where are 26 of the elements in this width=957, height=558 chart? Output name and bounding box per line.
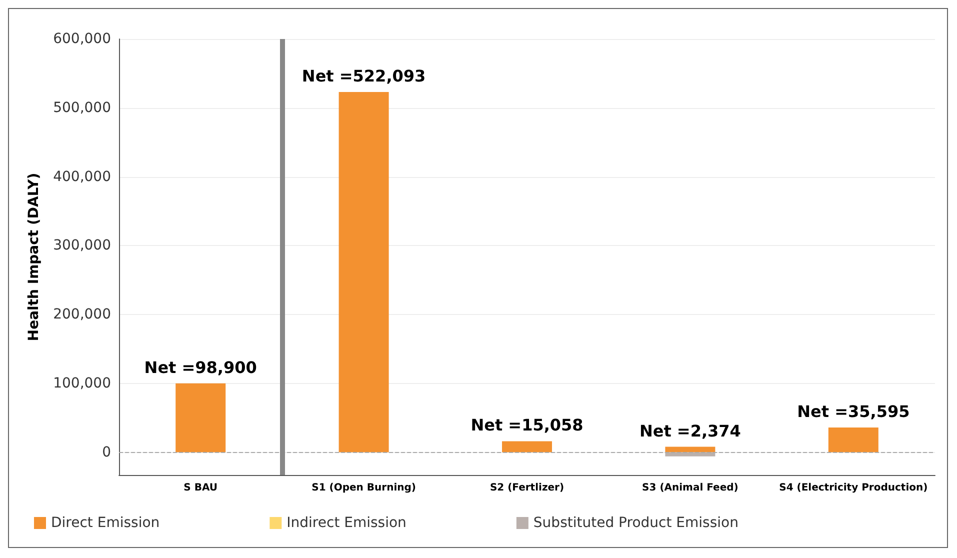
x-tick-label: S1 (Open Burning) bbox=[312, 482, 416, 494]
bar bbox=[176, 383, 226, 452]
x-tick-label: S2 (Fertlizer) bbox=[490, 482, 564, 494]
y-tick-label: 500,000 bbox=[53, 100, 111, 116]
annotation: Net =98,900 bbox=[144, 358, 257, 377]
annotation: Net =2,374 bbox=[639, 421, 741, 440]
y-tick-label: 300,000 bbox=[53, 238, 111, 254]
x-tick-label: S4 (Electricity Production) bbox=[779, 482, 928, 494]
legend-label: Direct Emission bbox=[51, 515, 160, 531]
legend-label: Indirect Emission bbox=[286, 515, 406, 531]
annotation: Net =522,093 bbox=[302, 66, 426, 86]
bar bbox=[338, 92, 389, 452]
y-tick-label: 0 bbox=[102, 444, 111, 460]
legend-label: Substituted Product Emission bbox=[533, 515, 738, 531]
y-axis-title: Health Impact (DALY) bbox=[26, 172, 42, 342]
annotation: Net =35,595 bbox=[797, 402, 910, 421]
annotation: Net =15,058 bbox=[470, 416, 584, 435]
y-tick-label: 400,000 bbox=[53, 168, 111, 185]
y-tick-label: 100,000 bbox=[53, 375, 111, 392]
bar bbox=[665, 446, 716, 452]
y-tick-label: 200,000 bbox=[53, 306, 111, 323]
bar bbox=[502, 441, 552, 452]
x-tick-label: S BAU bbox=[184, 482, 218, 494]
y-tick-label: 600,000 bbox=[53, 31, 111, 47]
x-tick-label: S3 (Animal Feed) bbox=[642, 482, 738, 494]
bar bbox=[828, 427, 878, 452]
